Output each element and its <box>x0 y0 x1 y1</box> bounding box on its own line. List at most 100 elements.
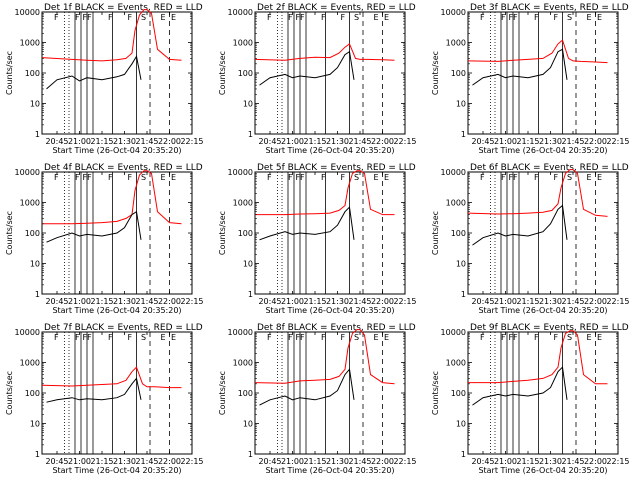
flag-marker: F <box>501 173 506 182</box>
flag-marker: E <box>384 13 389 22</box>
flag-marker: E <box>384 333 389 342</box>
x-tick-label: 21:45 <box>561 457 584 466</box>
flag-marker: F <box>54 333 59 342</box>
x-axis-label: Start Time (26-Oct-04 20:35:20) <box>52 466 181 475</box>
x-tick-label: 21:00 <box>494 457 517 466</box>
flag-marker: E <box>171 333 176 342</box>
flag-marker: E <box>161 13 166 22</box>
x-tick-label: 21:00 <box>494 297 517 306</box>
y-tick-label: 1000 <box>233 359 253 368</box>
x-tick-label: 21:15 <box>90 457 113 466</box>
flag-marker: F <box>341 333 346 342</box>
x-tick-label: 21:30 <box>539 137 562 146</box>
y-tick-label: 1000 <box>20 359 40 368</box>
flag-marker: F <box>513 13 518 22</box>
x-tick-label: 22:15 <box>180 137 203 146</box>
y-tick-label: 10000 <box>15 328 40 337</box>
x-tick-label: 22:00 <box>158 457 181 466</box>
x-tick-label: 21:45 <box>348 457 371 466</box>
x-axis-label: Start Time (26-Oct-04 20:35:20) <box>265 466 394 475</box>
y-tick-label: 10000 <box>441 168 466 177</box>
y-tick-label: 1 <box>461 130 466 139</box>
x-axis-label: Start Time (26-Oct-04 20:35:20) <box>265 306 394 315</box>
y-tick-label: 100 <box>25 69 40 78</box>
flag-marker: S <box>141 13 146 22</box>
x-tick-label: 21:15 <box>90 137 113 146</box>
flag-marker: F <box>83 13 88 22</box>
x-tick-label: 20:45 <box>471 297 494 306</box>
y-tick-label: 10 <box>456 260 466 269</box>
x-tick-label: 20:45 <box>471 137 494 146</box>
flag-marker: F <box>480 13 485 22</box>
flag-marker: F <box>75 13 80 22</box>
flag-marker: F <box>128 13 133 22</box>
y-axis-label: Counts/sec <box>218 51 227 95</box>
lld-series-line <box>255 170 395 216</box>
x-tick-label: 22:00 <box>158 297 181 306</box>
flag-marker: F <box>513 333 518 342</box>
x-tick-label: 21:30 <box>326 297 349 306</box>
x-tick-label: 21:45 <box>561 297 584 306</box>
flag-marker: F <box>341 173 346 182</box>
flag-marker: F <box>108 333 113 342</box>
flag-marker: F <box>75 173 80 182</box>
x-tick-label: 21:00 <box>281 457 304 466</box>
chart-title: Det 5f BLACK = Events, RED = LLD <box>257 163 416 173</box>
y-tick-label: 10 <box>30 420 40 429</box>
flag-marker: F <box>288 13 293 22</box>
lld-series-line <box>41 366 182 389</box>
chart-title: Det 8f BLACK = Events, RED = LLD <box>257 323 416 333</box>
flag-marker: E <box>597 13 602 22</box>
flag-marker: F <box>108 173 113 182</box>
flag-marker: F <box>534 173 539 182</box>
flag-marker: F <box>267 333 272 342</box>
x-tick-label: 20:45 <box>258 457 281 466</box>
chart-title: Det 9f BLACK = Events, RED = LLD <box>470 323 629 333</box>
lld-series-line <box>254 43 395 61</box>
flag-marker: S <box>567 13 572 22</box>
y-tick-label: 1 <box>248 290 253 299</box>
x-tick-label: 21:30 <box>113 297 136 306</box>
flag-marker: F <box>534 13 539 22</box>
flag-marker: E <box>587 13 592 22</box>
y-tick-label: 10000 <box>228 168 253 177</box>
flag-marker: F <box>501 333 506 342</box>
x-axis-label: Start Time (26-Oct-04 20:35:20) <box>478 466 607 475</box>
y-tick-label: 10000 <box>15 8 40 17</box>
flag-marker: F <box>83 173 88 182</box>
flag-marker: F <box>267 173 272 182</box>
events-series-line <box>259 206 355 241</box>
x-tick-label: 21:15 <box>90 297 113 306</box>
chart-title: Det 6f BLACK = Events, RED = LLD <box>470 163 629 173</box>
flag-marker: S <box>354 173 359 182</box>
y-tick-label: 10000 <box>228 328 253 337</box>
flag-marker: F <box>267 13 272 22</box>
events-series-line <box>259 368 355 406</box>
x-tick-label: 20:45 <box>258 297 281 306</box>
events-series-line <box>46 210 142 243</box>
y-tick-label: 1000 <box>446 359 466 368</box>
x-tick-label: 22:00 <box>371 457 394 466</box>
x-tick-label: 21:45 <box>561 137 584 146</box>
flag-marker: F <box>108 13 113 22</box>
flag-marker: E <box>374 173 379 182</box>
x-axis-label: Start Time (26-Oct-04 20:35:20) <box>52 306 181 315</box>
x-tick-label: 21:00 <box>68 137 91 146</box>
y-axis-label: Counts/sec <box>431 371 440 415</box>
y-tick-label: 100 <box>451 69 466 78</box>
flag-marker: E <box>587 333 592 342</box>
flag-marker: S <box>354 13 359 22</box>
y-tick-label: 100 <box>238 229 253 238</box>
x-tick-label: 21:15 <box>516 137 539 146</box>
flag-marker: S <box>141 333 146 342</box>
y-axis-label: Counts/sec <box>431 51 440 95</box>
y-tick-label: 1 <box>35 290 40 299</box>
x-tick-label: 22:15 <box>606 137 629 146</box>
flag-marker: F <box>75 333 80 342</box>
y-tick-label: 1 <box>35 130 40 139</box>
y-tick-label: 1 <box>461 290 466 299</box>
chart-title: Det 3f BLACK = Events, RED = LLD <box>470 3 629 13</box>
